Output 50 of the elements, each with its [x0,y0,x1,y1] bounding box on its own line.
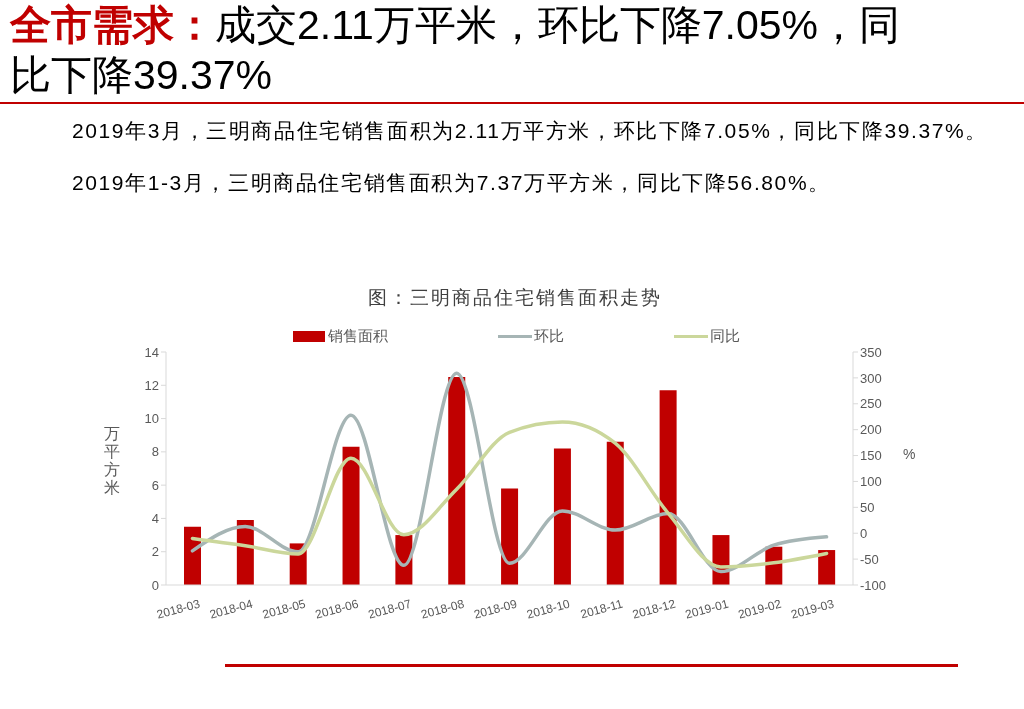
x-tick-label: 2019-02 [736,596,784,622]
y2-tick-label: 150 [860,448,882,464]
legend-label: 同比 [709,326,740,346]
x-tick-label: 2018-12 [630,596,678,622]
chart-subtitle: 图：三明商品住宅销售面积走势 [368,287,662,308]
x-tick-label: 2018-05 [260,596,308,622]
x-tick-label: 2018-09 [472,596,519,622]
y2-tick-label: 350 [860,344,882,360]
text: 2019年3月，三明商品住宅销售面积为2.11万平方米，环比下降7.05%，同比下降39.37%。 [72,119,988,142]
y2-tick-label: 200 [860,422,882,438]
bar [184,526,201,585]
bar [659,390,677,585]
legend-label: 环比 [533,326,564,346]
y-tick-label: 0 [151,577,159,593]
x-tick-label: 2019-01 [683,596,731,622]
y2-tick-label: 300 [860,370,882,386]
bar [606,441,624,585]
bar [501,488,519,585]
x-tick-label: 2018-04 [208,596,255,622]
bar [342,446,360,585]
legend-label: 销售面积 [327,326,388,346]
y-tick-label: 10 [144,411,159,427]
y2-tick-label: -100 [860,577,887,593]
y-tick-label: 12 [144,377,159,393]
line-series [190,371,829,574]
bar [448,376,466,585]
y-tick-label: 14 [144,344,159,360]
x-tick-label: 2018-07 [366,596,414,622]
chart-title: 全市需求：成交2.11万平米，环比下降7.05%，同比下降39.37% [10,2,901,98]
y-tick-label: 8 [151,444,159,460]
x-tick-label: 2019-03 [789,596,836,622]
y-tick-label: 2 [151,544,159,560]
y2-axis-title: % [903,446,916,462]
y-tick-label: 6 [151,477,159,493]
y2-tick-label: 100 [860,474,882,490]
text: 2019年1-3月，三明商品住宅销售面积为7.37万平方米，同比下降56.80%。 [72,171,831,194]
bar [818,550,836,585]
y2-tick-label: 0 [860,525,868,541]
x-tick-label: 2018-08 [419,596,466,622]
line-series [190,420,829,569]
x-tick-label: 2018-06 [313,596,361,622]
y-tick-label: 4 [151,511,159,527]
x-tick-label: 2018-10 [525,596,572,622]
x-tick-label: 2018-11 [578,596,625,622]
y-axis-title: 万平方米 [103,425,121,497]
x-tick-label: 2018-03 [155,596,202,622]
y2-tick-label: -50 [860,551,879,567]
y2-tick-label: 250 [860,396,882,412]
y2-tick-label: 50 [860,499,875,515]
bar [553,448,571,585]
